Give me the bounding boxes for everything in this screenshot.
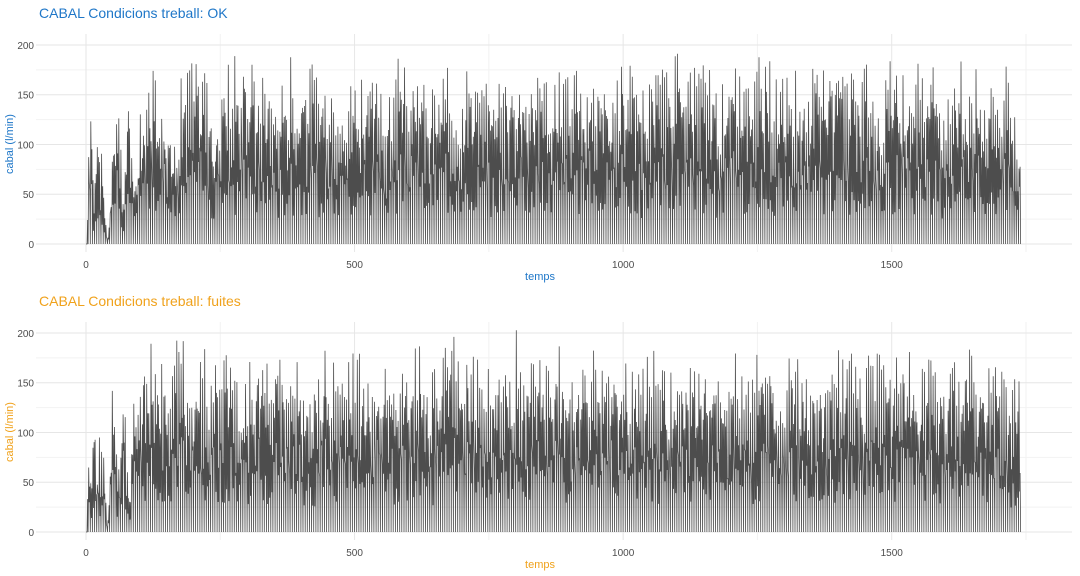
series-line	[86, 53, 1021, 245]
line-chart: 0 50 100 150 200 0 500 1000 1500	[17, 322, 1072, 559]
y-tick-label: 150	[17, 379, 34, 390]
x-tick-label: 0	[83, 548, 89, 559]
line-chart: 0 50 100 150 200 0 500 1000 1500	[17, 34, 1072, 271]
y-tick-label: 100	[17, 140, 34, 151]
series-line	[86, 330, 1021, 533]
y-tick-label: 50	[23, 190, 35, 201]
x-tick-label: 1500	[881, 260, 904, 271]
x-tick-label: 500	[346, 548, 363, 559]
y-tick-label: 100	[17, 428, 34, 439]
x-axis-label: temps	[525, 559, 555, 571]
chart-title: CABAL Condicions treball: OK	[39, 5, 228, 21]
x-axis-label: temps	[525, 271, 555, 283]
chart-panel-fuites: CABAL Condicions treball: fuites cabal (…	[0, 288, 1080, 576]
x-tick-label: 0	[83, 260, 89, 271]
x-tick-label: 500	[346, 260, 363, 271]
chart-panel-ok: CABAL Condicions treball: OK cabal (l/mi…	[4, 5, 1072, 283]
chart-title: CABAL Condicions treball: fuites	[39, 293, 241, 309]
x-tick-label: 1000	[612, 548, 635, 559]
y-tick-label: 150	[17, 91, 34, 102]
y-tick-label: 0	[28, 528, 34, 539]
x-tick-label: 1500	[881, 548, 904, 559]
y-tick-label: 200	[17, 329, 34, 340]
y-tick-label: 50	[23, 478, 35, 489]
x-tick-label: 1000	[612, 260, 635, 271]
y-tick-label: 0	[28, 240, 34, 251]
y-tick-label: 200	[17, 41, 34, 52]
